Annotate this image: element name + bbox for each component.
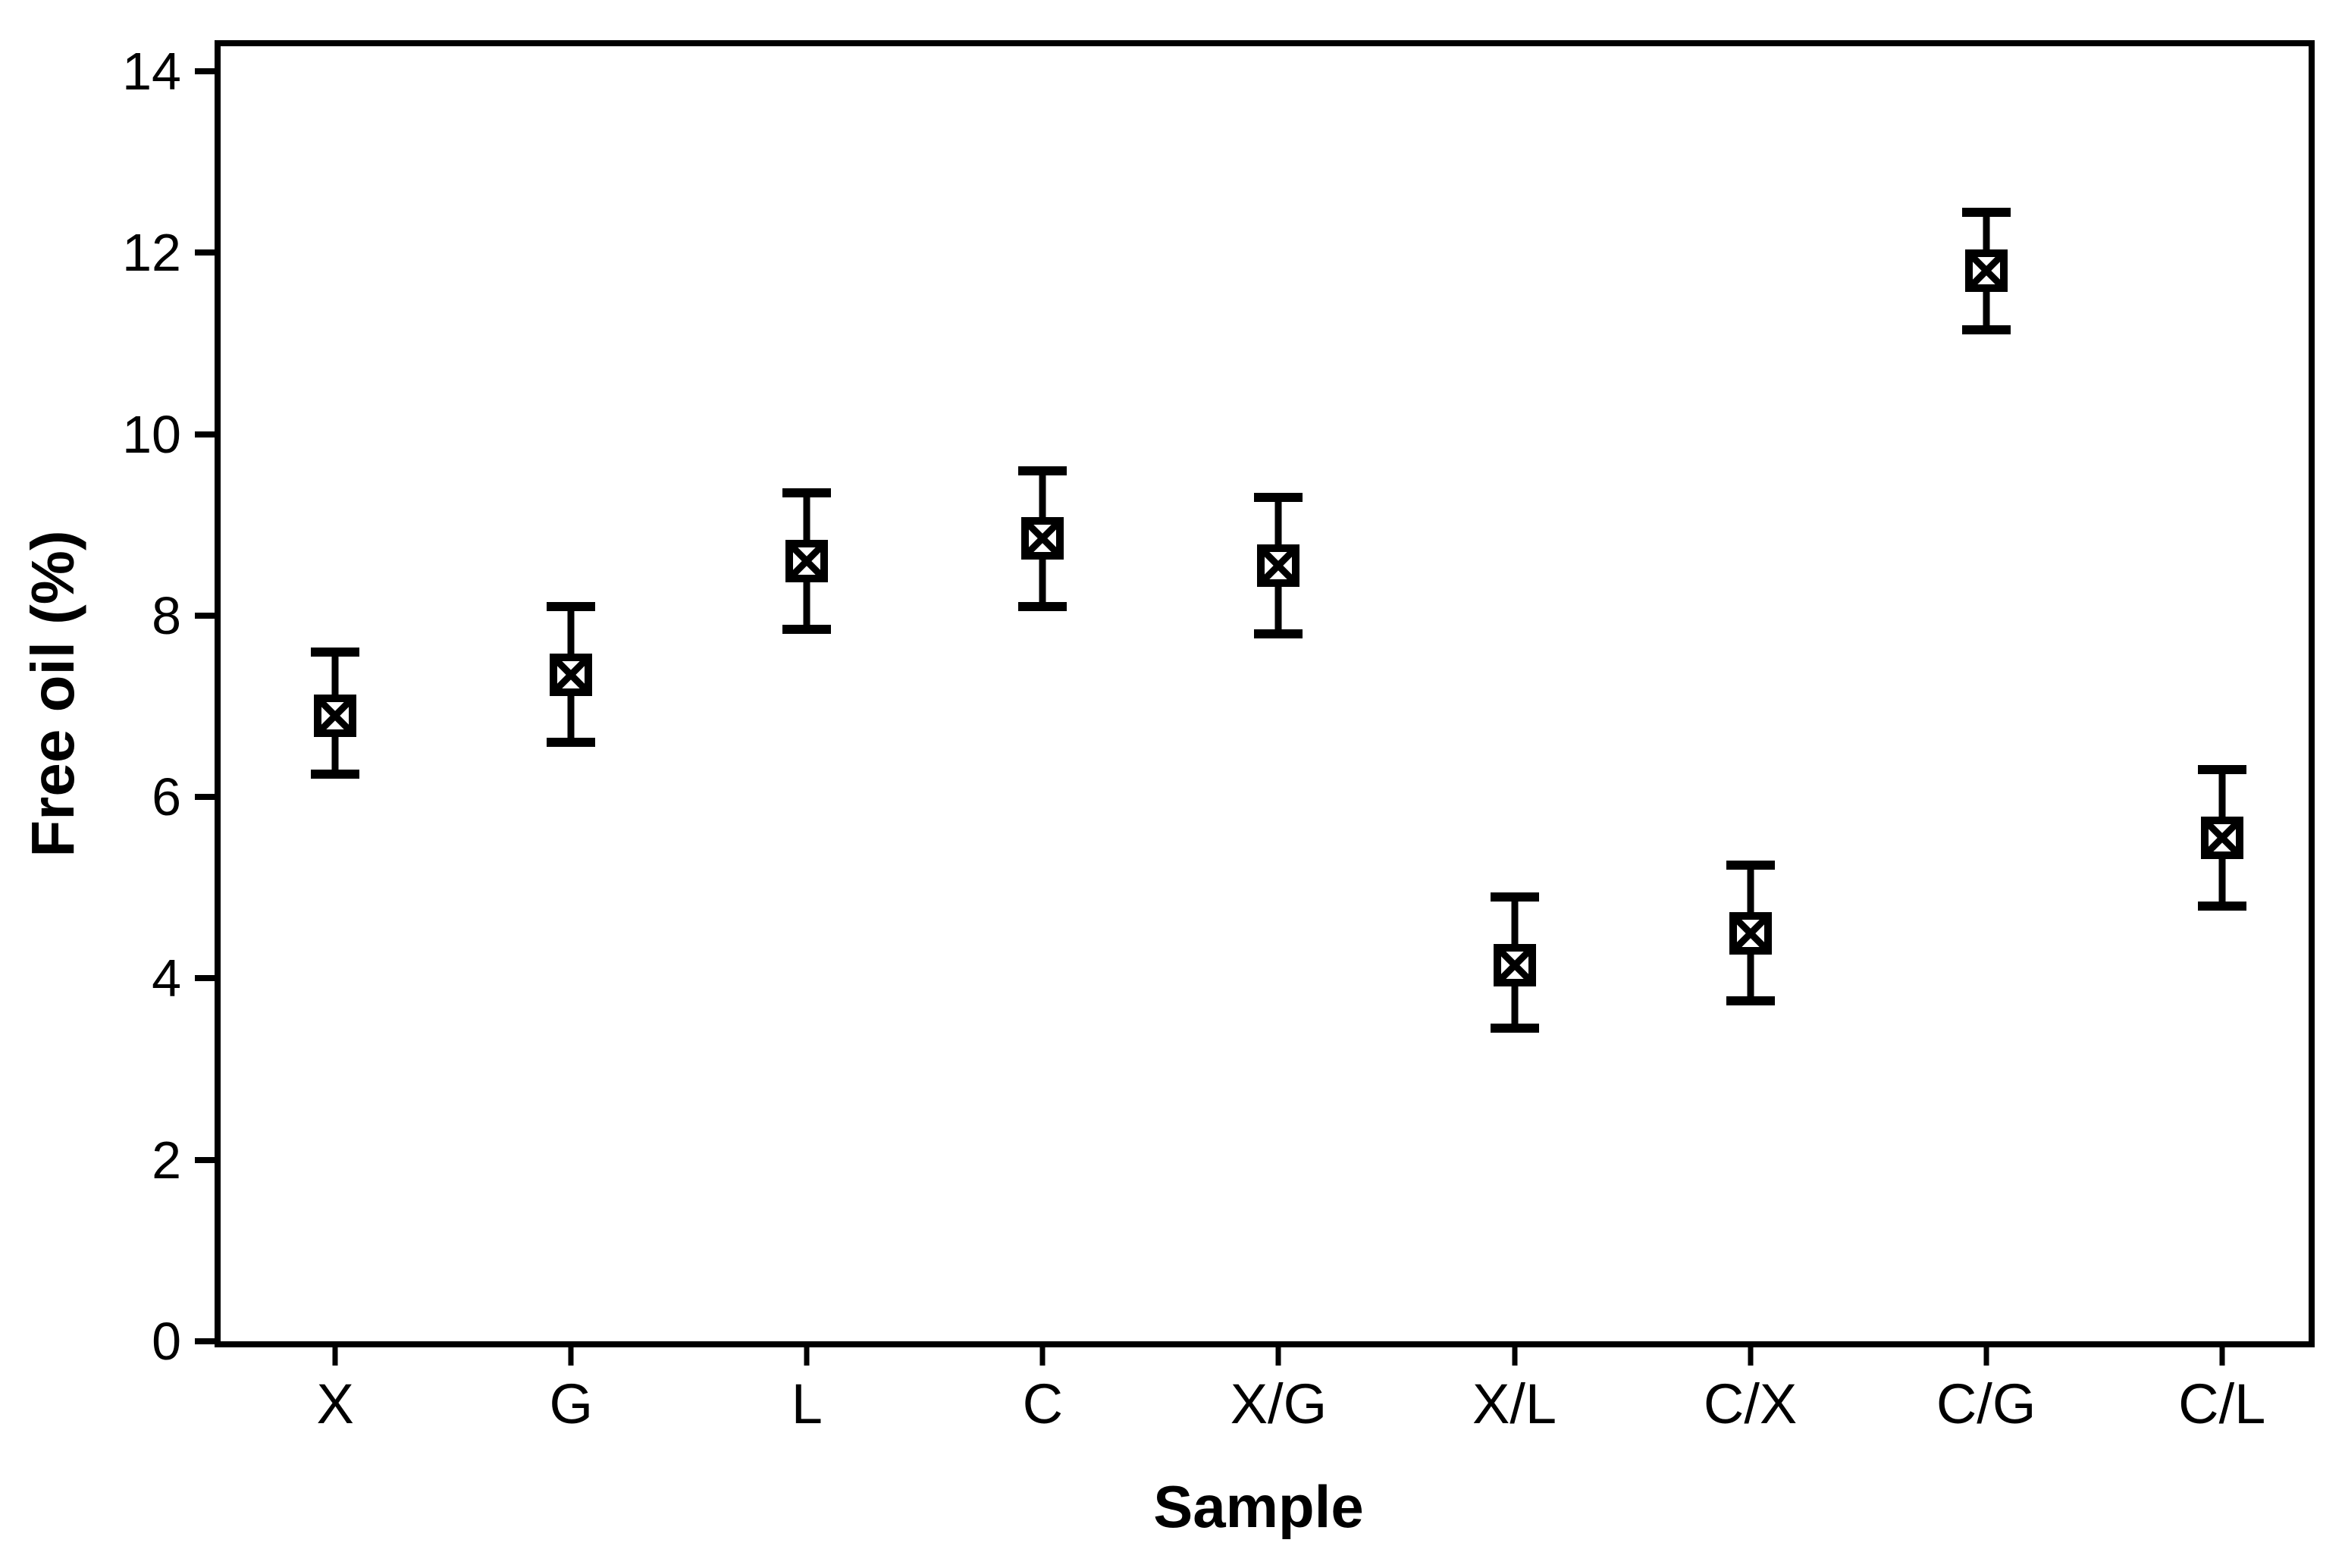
- error-bar-cap-bottom: [782, 624, 832, 634]
- boxed-x-square-icon: [314, 694, 357, 737]
- error-bar-cap-bottom: [1490, 1024, 1539, 1033]
- mean-marker: [314, 694, 357, 737]
- mean-marker: [1021, 517, 1064, 560]
- error-bar-cap-top: [2197, 765, 2246, 775]
- error-bar-cap-top: [547, 601, 596, 611]
- mean-marker: [1964, 249, 2008, 293]
- y-tick-label: 4: [152, 949, 181, 1008]
- x-tick-label: X/G: [1230, 1372, 1328, 1435]
- mean-marker: [550, 653, 593, 696]
- y-tick-label: 12: [122, 223, 181, 283]
- y-tick: [195, 794, 221, 801]
- x-tick: [1748, 1341, 1754, 1366]
- error-bar-cap-bottom: [2197, 901, 2246, 911]
- error-bar-cap-top: [782, 488, 832, 498]
- boxed-x-square-icon: [1964, 249, 2008, 293]
- y-tick-label: 0: [152, 1312, 181, 1371]
- x-tick: [1983, 1341, 1989, 1366]
- boxed-x-square-icon: [2200, 817, 2243, 860]
- mean-marker: [1493, 943, 1536, 986]
- x-tick: [568, 1341, 574, 1366]
- error-bar-cap-bottom: [1254, 629, 1303, 638]
- error-bar-cap-top: [1254, 493, 1303, 503]
- error-bar-cap-bottom: [1961, 325, 2011, 335]
- x-tick-label: C/G: [1936, 1372, 2036, 1435]
- y-tick-label: 10: [122, 404, 181, 464]
- mean-marker: [2200, 817, 2243, 860]
- y-tick: [195, 68, 221, 75]
- x-tick-label: X/L: [1472, 1372, 1557, 1435]
- plot-area: 0 2 4 6 8 10 12 14 X G L C X/G X/L C/X C/G C/L: [122, 40, 2315, 1432]
- x-tick-label: L: [791, 1372, 823, 1435]
- y-tick: [195, 431, 221, 437]
- error-bar-cap-bottom: [547, 738, 596, 748]
- error-bar-cap-top: [1961, 207, 2011, 217]
- error-bar-cap-bottom: [1018, 601, 1067, 611]
- boxed-x-square-icon: [1729, 911, 1772, 955]
- error-bar-cap-bottom: [311, 770, 360, 779]
- y-tick-label: 14: [122, 42, 181, 102]
- mean-marker: [1257, 544, 1300, 588]
- x-tick-label: C: [1022, 1372, 1064, 1435]
- error-bar-cap-top: [1490, 892, 1539, 902]
- y-tick: [195, 975, 221, 982]
- x-tick-label: G: [549, 1372, 594, 1435]
- y-tick-label: 6: [152, 767, 181, 827]
- boxed-x-square-icon: [785, 540, 829, 583]
- mean-marker: [1729, 911, 1772, 955]
- error-bar-cap-top: [1726, 860, 1775, 870]
- error-bar-cap-bottom: [1726, 996, 1775, 1006]
- boxed-x-square-icon: [1493, 943, 1536, 986]
- error-bar-cap-top: [311, 647, 360, 657]
- x-tick-label: C/L: [2178, 1372, 2266, 1435]
- y-tick: [195, 1338, 221, 1344]
- y-tick: [195, 612, 221, 619]
- error-bar-cap-top: [1018, 466, 1067, 475]
- y-tick-label: 2: [152, 1130, 181, 1190]
- mean-marker: [785, 540, 829, 583]
- y-tick-label: 8: [152, 585, 181, 645]
- boxed-x-square-icon: [550, 653, 593, 696]
- boxed-x-square-icon: [1257, 544, 1300, 588]
- y-tick: [195, 249, 221, 256]
- x-tick: [804, 1341, 810, 1366]
- y-axis-title: Free oil (%): [19, 530, 86, 858]
- x-tick: [1512, 1341, 1518, 1366]
- x-tick: [1039, 1341, 1046, 1366]
- y-tick: [195, 1156, 221, 1163]
- x-tick: [332, 1341, 338, 1366]
- x-axis-title: Sample: [1153, 1473, 1364, 1540]
- boxed-x-square-icon: [1021, 517, 1064, 560]
- x-tick: [1275, 1341, 1281, 1366]
- x-tick-label: X: [316, 1372, 354, 1435]
- x-tick: [2219, 1341, 2225, 1366]
- x-tick-label: C/X: [1703, 1372, 1798, 1435]
